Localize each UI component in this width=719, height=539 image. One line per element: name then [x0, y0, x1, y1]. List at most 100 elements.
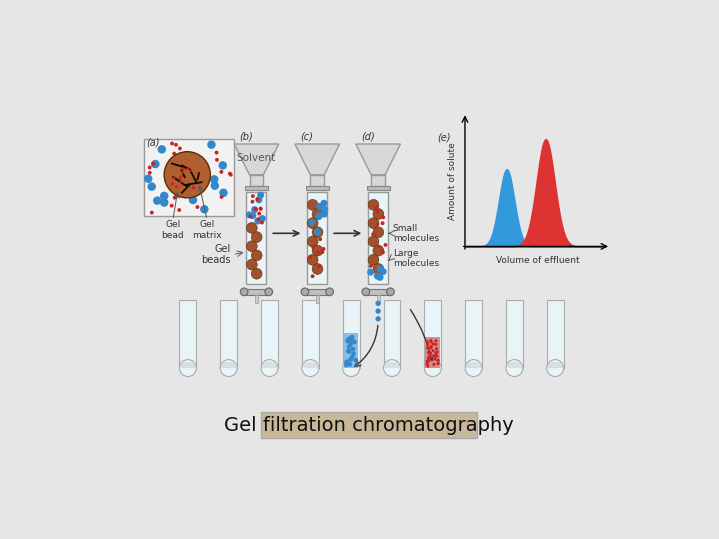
Circle shape — [350, 338, 354, 343]
Circle shape — [380, 268, 387, 275]
Circle shape — [192, 186, 195, 189]
Circle shape — [249, 212, 257, 219]
Circle shape — [432, 342, 435, 345]
Circle shape — [430, 341, 433, 343]
Text: (e): (e) — [437, 132, 451, 142]
Circle shape — [173, 151, 176, 156]
Circle shape — [377, 274, 383, 281]
Ellipse shape — [546, 360, 564, 377]
Circle shape — [179, 175, 183, 178]
Circle shape — [219, 170, 224, 174]
Circle shape — [196, 205, 199, 209]
Bar — [383, 300, 400, 368]
Circle shape — [436, 350, 439, 354]
Circle shape — [354, 358, 358, 362]
Circle shape — [427, 351, 430, 354]
Circle shape — [307, 218, 318, 229]
Circle shape — [321, 211, 328, 218]
Bar — [245, 185, 268, 190]
Circle shape — [257, 212, 261, 216]
Circle shape — [312, 227, 323, 238]
Circle shape — [308, 219, 315, 226]
Circle shape — [344, 362, 349, 367]
Circle shape — [178, 177, 182, 180]
Circle shape — [429, 353, 432, 355]
Circle shape — [426, 364, 429, 368]
Circle shape — [178, 208, 181, 212]
Bar — [262, 362, 277, 368]
Bar — [344, 334, 359, 368]
Text: (b): (b) — [239, 132, 253, 141]
Circle shape — [434, 343, 437, 346]
Circle shape — [307, 236, 318, 247]
Circle shape — [315, 213, 322, 220]
Circle shape — [200, 205, 209, 213]
Bar — [247, 192, 267, 284]
Circle shape — [255, 196, 262, 203]
Circle shape — [173, 196, 177, 199]
Circle shape — [321, 206, 329, 213]
Circle shape — [144, 175, 152, 183]
Circle shape — [381, 216, 385, 219]
Circle shape — [344, 363, 349, 367]
Circle shape — [170, 142, 174, 146]
Bar — [255, 295, 258, 302]
Circle shape — [434, 353, 437, 356]
Circle shape — [384, 243, 388, 247]
Circle shape — [252, 232, 262, 243]
Circle shape — [316, 203, 324, 210]
Circle shape — [251, 194, 255, 198]
Circle shape — [265, 288, 273, 296]
Circle shape — [151, 160, 160, 168]
Circle shape — [210, 175, 219, 184]
Circle shape — [429, 351, 432, 355]
Circle shape — [346, 349, 350, 354]
Circle shape — [321, 250, 324, 254]
Circle shape — [175, 195, 178, 198]
Text: Solvent: Solvent — [237, 153, 276, 163]
Circle shape — [219, 195, 224, 199]
Bar — [343, 300, 360, 368]
Circle shape — [255, 197, 260, 202]
X-axis label: Volume of effluent: Volume of effluent — [496, 257, 580, 265]
Text: Small
molecules: Small molecules — [393, 224, 439, 243]
Circle shape — [316, 212, 323, 219]
Bar — [249, 175, 263, 185]
Circle shape — [173, 177, 175, 180]
Circle shape — [312, 245, 323, 256]
Circle shape — [151, 162, 155, 165]
Bar — [548, 362, 562, 368]
Circle shape — [260, 220, 264, 224]
Circle shape — [247, 241, 257, 252]
Text: (d): (d) — [361, 132, 375, 141]
Circle shape — [259, 207, 262, 211]
Bar — [367, 289, 389, 295]
Ellipse shape — [302, 360, 319, 377]
Circle shape — [375, 301, 381, 306]
Circle shape — [179, 180, 183, 183]
Circle shape — [347, 362, 352, 367]
Circle shape — [175, 185, 178, 188]
Circle shape — [246, 211, 253, 218]
Ellipse shape — [465, 360, 482, 377]
Circle shape — [426, 360, 429, 363]
Circle shape — [254, 207, 258, 211]
Circle shape — [148, 165, 152, 169]
Circle shape — [346, 339, 350, 343]
Bar — [306, 289, 328, 295]
Circle shape — [164, 151, 211, 198]
Circle shape — [215, 158, 219, 162]
Y-axis label: Amount of solute: Amount of solute — [448, 142, 457, 220]
Circle shape — [157, 145, 166, 154]
Circle shape — [228, 171, 232, 176]
Bar — [180, 362, 196, 368]
Circle shape — [308, 255, 312, 259]
Circle shape — [207, 141, 216, 149]
Circle shape — [326, 288, 334, 296]
Circle shape — [375, 210, 379, 213]
Bar — [467, 362, 481, 368]
Circle shape — [257, 192, 264, 198]
Circle shape — [150, 211, 154, 215]
Circle shape — [429, 346, 432, 349]
Circle shape — [316, 251, 320, 254]
